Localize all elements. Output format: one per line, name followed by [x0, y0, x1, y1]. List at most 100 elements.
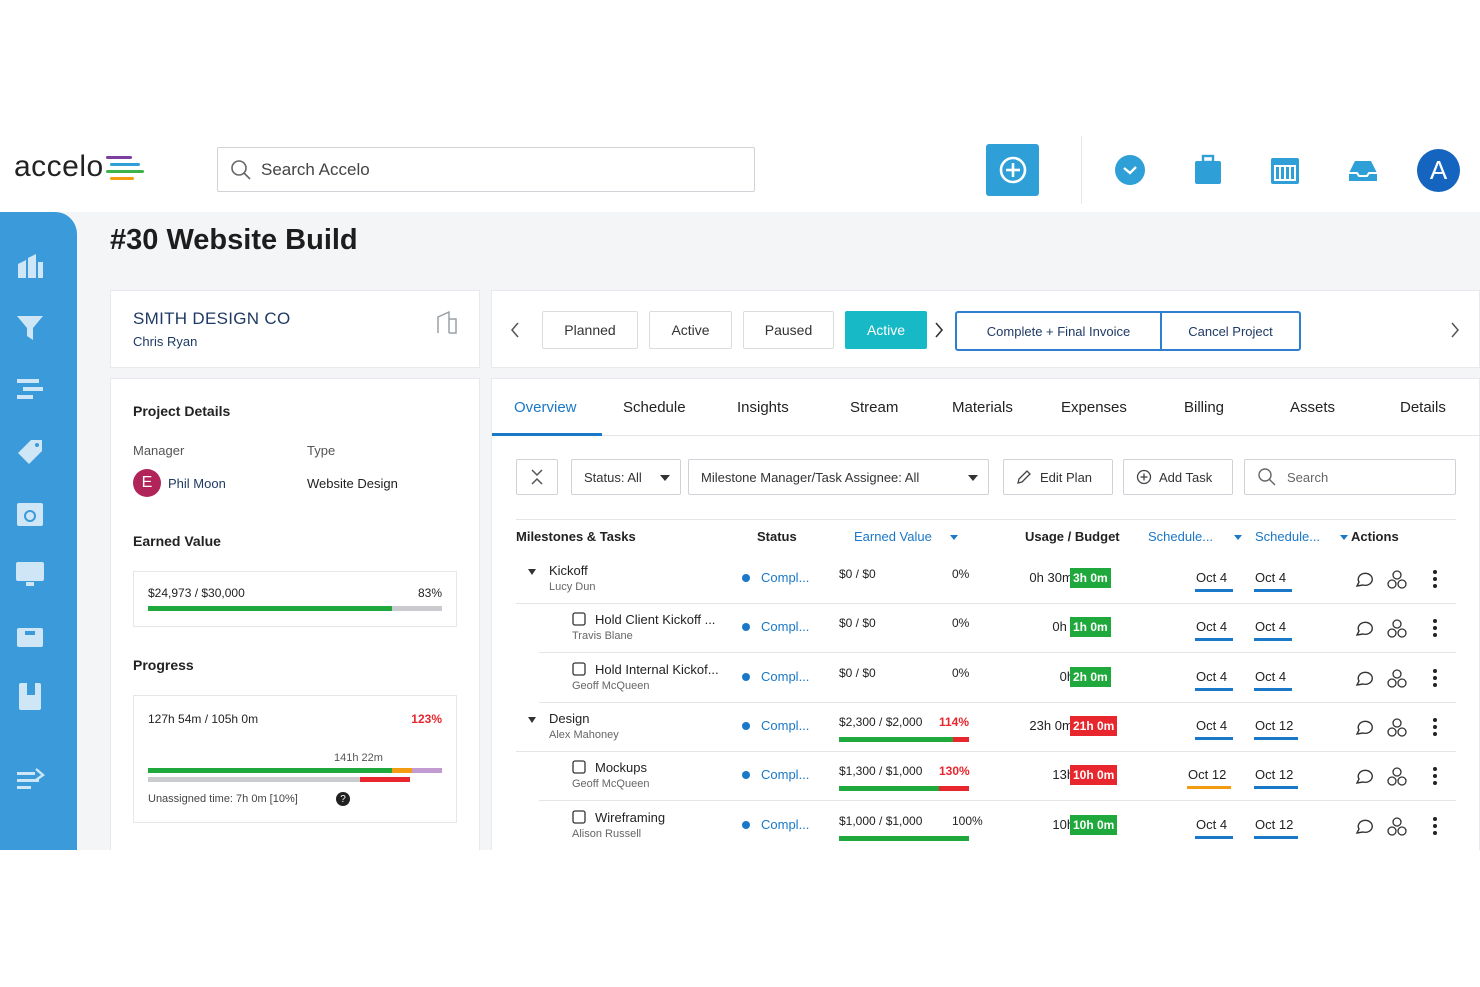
milestone-row[interactable]: Kickoff Lucy Dun Compl... $0 / $0 0% 0h 30m /… [516, 555, 1456, 604]
client-name[interactable]: SMITH DESIGN CO [133, 309, 291, 328]
tab-billing[interactable]: Billing [1184, 399, 1225, 416]
create-new-button[interactable] [986, 144, 1039, 196]
checkbox-icon[interactable] [572, 662, 586, 676]
sort-down-icon[interactable] [950, 535, 958, 540]
expand-caret-icon[interactable] [528, 569, 536, 575]
header-earned-value[interactable]: Earned Value [854, 529, 932, 544]
expand-icon[interactable] [14, 764, 46, 796]
schedule-start-date[interactable]: Oct 4 [1196, 817, 1228, 832]
tab-assets[interactable]: Assets [1290, 399, 1336, 416]
tab-insights[interactable]: Insights [737, 399, 789, 416]
comment-icon[interactable] [1354, 619, 1376, 639]
milestone-name[interactable]: Design [549, 711, 590, 726]
schedule-end-date[interactable]: Oct 12 [1255, 817, 1294, 832]
header-status[interactable]: Status [757, 529, 797, 544]
clock-icon[interactable] [1113, 153, 1147, 187]
status-value[interactable]: Compl... [761, 619, 810, 634]
schedule-start-date[interactable]: Oct 12 [1188, 767, 1227, 782]
table-search-input[interactable]: Search [1244, 459, 1456, 495]
folder-icon[interactable] [14, 620, 46, 652]
task-row[interactable]: Hold Internal Kickof... Geoff McQueen Comp… [539, 654, 1456, 703]
schedule-end-date[interactable]: Oct 4 [1255, 619, 1287, 634]
step-active[interactable]: Active [649, 311, 732, 349]
checkbox-icon[interactable] [572, 810, 586, 824]
status-filter-select[interactable]: Status: All [571, 459, 681, 495]
collapse-all-button[interactable] [516, 459, 558, 495]
monitor-icon[interactable] [14, 558, 46, 590]
assignees-icon[interactable] [1386, 668, 1408, 690]
assignees-icon[interactable] [1386, 766, 1408, 788]
status-value[interactable]: Compl... [761, 718, 810, 733]
tab-materials[interactable]: Materials [952, 399, 1013, 416]
inbox-icon[interactable] [1346, 153, 1380, 187]
checkbox-icon[interactable] [572, 760, 586, 774]
assignees-icon[interactable] [1386, 816, 1408, 838]
assignee-filter-select[interactable]: Milestone Manager/Task Assignee: All [688, 459, 989, 495]
edit-plan-button[interactable]: Edit Plan [1003, 459, 1113, 495]
briefcase-icon[interactable] [1191, 153, 1225, 187]
client-card[interactable]: SMITH DESIGN CO Chris Ryan [110, 290, 480, 368]
tab-overview[interactable]: Overview [514, 399, 577, 416]
task-row[interactable]: Mockups Geoff McQueen Compl... $1,300 / $1,… [539, 752, 1456, 801]
schedule-start-date[interactable]: Oct 4 [1196, 718, 1228, 733]
header-schedule-start[interactable]: Schedule... [1148, 529, 1214, 544]
user-avatar[interactable]: A [1417, 149, 1460, 192]
header-usage-budget[interactable]: Usage / Budget [1025, 529, 1120, 544]
tab-details[interactable]: Details [1400, 399, 1446, 416]
comment-icon[interactable] [1354, 669, 1376, 689]
schedule-end-date[interactable]: Oct 12 [1255, 767, 1294, 782]
row-more-menu-icon[interactable] [1433, 570, 1437, 588]
calendar-refresh-icon[interactable] [14, 498, 46, 530]
task-name[interactable]: Mockups [595, 760, 648, 775]
comment-icon[interactable] [1354, 767, 1376, 787]
assignees-icon[interactable] [1386, 717, 1408, 739]
status-value[interactable]: Compl... [761, 570, 810, 585]
status-value[interactable]: Compl... [761, 817, 810, 832]
tab-stream[interactable]: Stream [850, 399, 899, 416]
schedule-end-date[interactable]: Oct 4 [1255, 570, 1287, 585]
row-more-menu-icon[interactable] [1433, 619, 1437, 637]
task-name[interactable]: Hold Client Kickoff ... [595, 612, 716, 627]
step-planned[interactable]: Planned [542, 311, 638, 349]
milestone-row[interactable]: Design Alex Mahoney Compl... $2,300 / $2,00… [516, 703, 1456, 752]
row-more-menu-icon[interactable] [1433, 767, 1437, 785]
milestone-name[interactable]: Kickoff [549, 563, 588, 578]
add-task-button[interactable]: Add Task [1123, 459, 1233, 495]
tag-icon[interactable] [14, 436, 46, 468]
schedule-start-date[interactable]: Oct 4 [1196, 669, 1228, 684]
schedule-end-date[interactable]: Oct 12 [1255, 718, 1294, 733]
client-contact[interactable]: Chris Ryan [133, 334, 198, 349]
manager-name[interactable]: Phil Moon [168, 476, 226, 491]
calendar-icon[interactable] [1268, 153, 1302, 187]
task-row[interactable]: Wireframing Alison Russell Compl... $1,000 … [539, 802, 1456, 850]
step-paused[interactable]: Paused [743, 311, 834, 349]
expand-caret-icon[interactable] [528, 717, 536, 723]
task-name[interactable]: Hold Internal Kickof... [595, 662, 719, 677]
schedule-start-date[interactable]: Oct 4 [1196, 619, 1228, 634]
cancel-project-button[interactable]: Cancel Project [1188, 323, 1273, 339]
assignees-icon[interactable] [1386, 569, 1408, 591]
book-icon[interactable] [14, 680, 46, 712]
schedule-start-date[interactable]: Oct 4 [1196, 570, 1228, 585]
step-active-current[interactable]: Active [845, 311, 927, 349]
row-more-menu-icon[interactable] [1433, 718, 1437, 736]
global-search-input[interactable]: Search Accelo [217, 147, 755, 192]
task-name[interactable]: Wireframing [595, 810, 666, 825]
checkbox-icon[interactable] [572, 612, 586, 626]
status-value[interactable]: Compl... [761, 767, 810, 782]
complete-final-invoice-button[interactable]: Complete + Final Invoice [957, 313, 1162, 349]
status-value[interactable]: Compl... [761, 669, 810, 684]
row-more-menu-icon[interactable] [1433, 817, 1437, 835]
sort-down-icon[interactable] [1234, 535, 1242, 540]
assignees-icon[interactable] [1386, 618, 1408, 640]
comment-icon[interactable] [1354, 817, 1376, 837]
tab-expenses[interactable]: Expenses [1061, 399, 1127, 416]
chevron-left-icon[interactable] [510, 321, 520, 339]
comment-icon[interactable] [1354, 570, 1376, 590]
row-more-menu-icon[interactable] [1433, 669, 1437, 687]
chevron-right-icon[interactable] [1450, 321, 1460, 339]
tab-schedule[interactable]: Schedule [623, 399, 686, 416]
dashboard-icon[interactable] [14, 250, 46, 282]
task-row[interactable]: Hold Client Kickoff ... Travis Blane Compl… [539, 604, 1456, 653]
comment-icon[interactable] [1354, 718, 1376, 738]
